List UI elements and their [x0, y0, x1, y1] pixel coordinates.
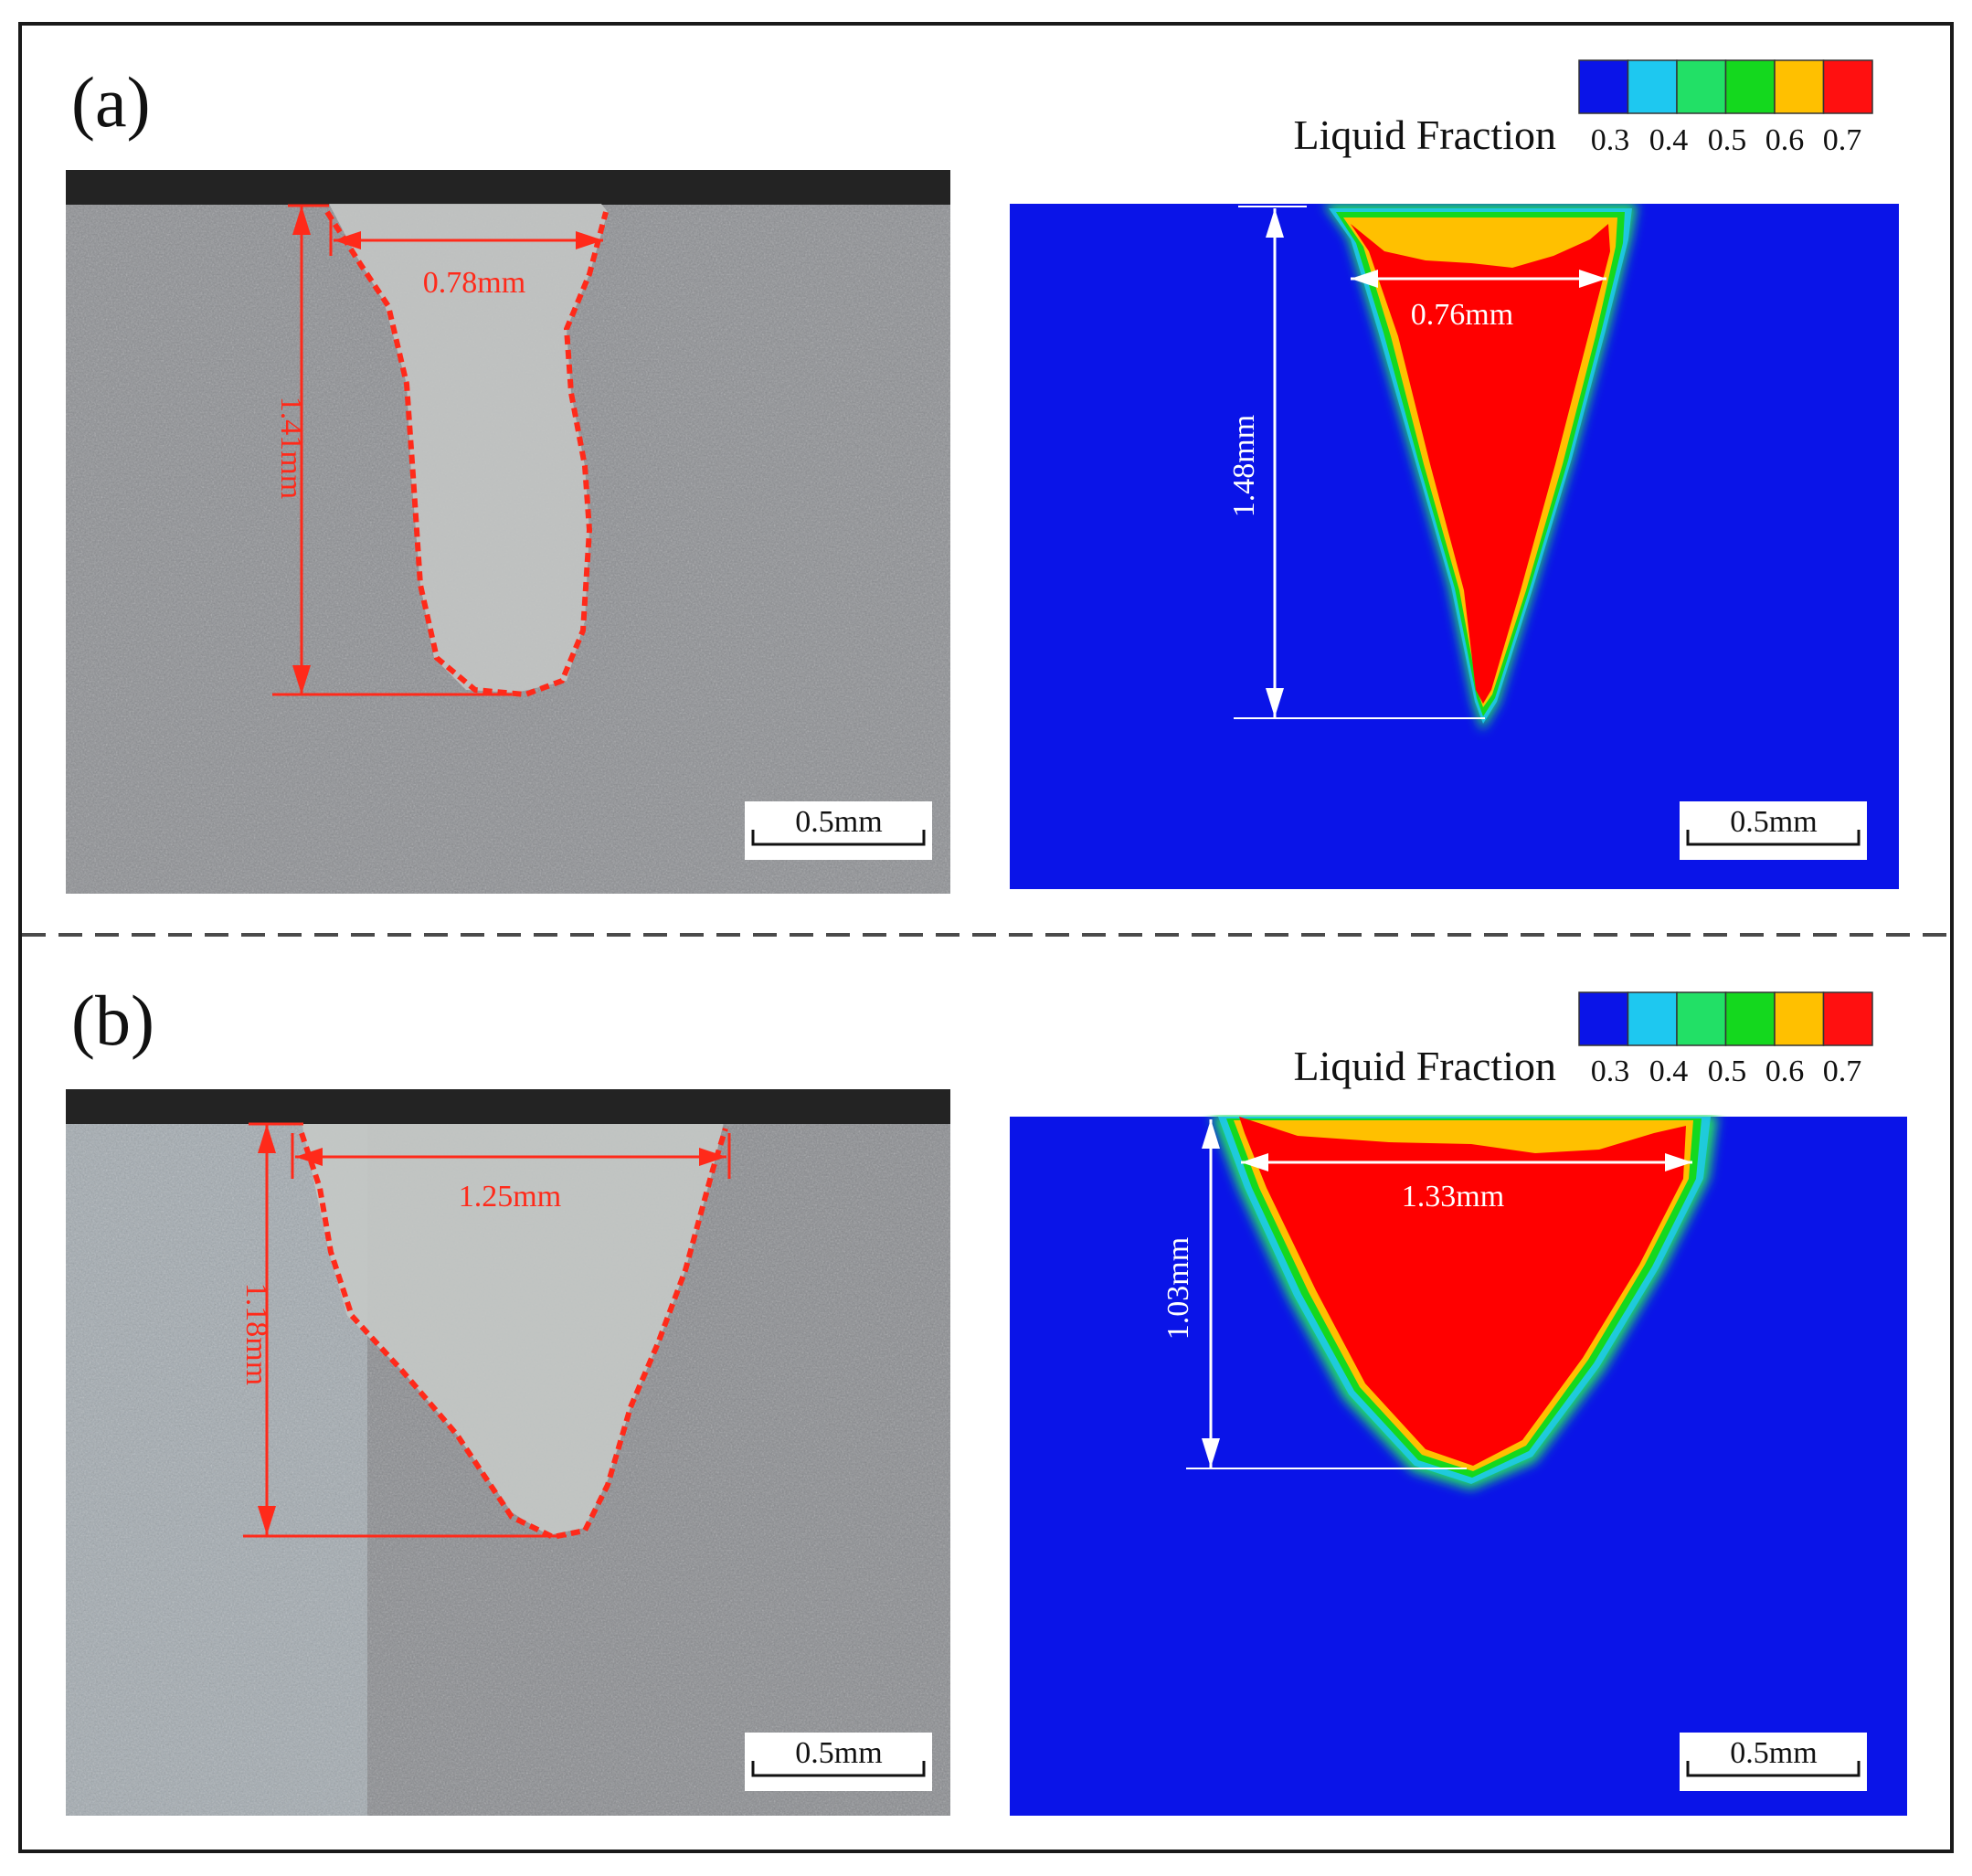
micrograph-b: 1.25mm 1.18mm 0.5mm [66, 1089, 950, 1816]
legend-b: Liquid Fraction 0.3 0.4 0.5 0.6 0.7 [1294, 991, 1873, 1089]
fusion-line-a [324, 210, 609, 698]
width-arrow-left-a [334, 231, 361, 249]
depth-arrow-top-sim-b [1202, 1119, 1220, 1149]
depth-arrow-top-a [292, 206, 311, 235]
panel-label-a: (a) [71, 62, 151, 142]
width-arrow-left-sim-a [1351, 270, 1378, 288]
scale-bar-box-a1 [745, 801, 932, 860]
legend-swatch [1822, 59, 1873, 114]
scale-bar-a1 [751, 830, 926, 846]
depth-arrow-bottom-sim-b [1202, 1438, 1220, 1468]
legend-colorbar-a [1578, 59, 1873, 114]
legend-colorbar-b [1578, 991, 1873, 1046]
legend-swatch [1724, 59, 1776, 114]
legend-swatch [1724, 991, 1776, 1046]
legend-swatch [1774, 59, 1825, 114]
fusion-line-b [299, 1128, 728, 1541]
legend-tick-b-4: 0.7 [1823, 1055, 1862, 1088]
scale-bar-label-b1: 0.5mm [795, 1736, 882, 1770]
width-arrow-right-sim-a [1579, 270, 1606, 288]
depth-label-sim-b: 1.03mm [1161, 1237, 1195, 1340]
legend-swatch [1676, 59, 1727, 114]
depth-label-b: 1.18mm [239, 1283, 273, 1385]
legend-swatch [1578, 59, 1629, 114]
simulation-b-above-surface [1010, 1097, 1907, 1117]
scale-bar-label-a2: 0.5mm [1730, 805, 1817, 839]
legend-tick-b-1: 0.4 [1649, 1055, 1689, 1088]
scale-bar-b1 [751, 1761, 926, 1777]
legend-tick-a-0: 0.3 [1591, 123, 1630, 157]
scale-bar-label-b2: 0.5mm [1730, 1736, 1817, 1770]
melt-pool-b [1239, 1117, 1686, 1466]
melt-pool-a [1351, 224, 1610, 704]
scale-bar-a2 [1686, 830, 1861, 846]
scale-bar-box-a2 [1680, 801, 1867, 860]
width-label-sim-b: 1.33mm [1402, 1180, 1504, 1214]
panel-b: (b) 1.25mm 1.18mm 0.5mm [66, 980, 1907, 1816]
scale-bar-box-b2 [1680, 1733, 1867, 1791]
legend-swatch [1578, 991, 1629, 1046]
simulation-b: 1.33mm 1.03mm 0.5mm Liquid Fraction 0.3 … [1010, 991, 1907, 1816]
legend-swatch [1627, 991, 1678, 1046]
depth-label-sim-a: 1.48mm [1227, 415, 1261, 517]
figure-frame [18, 22, 1954, 1853]
depth-arrow-bottom-b [258, 1506, 276, 1535]
legend-tick-b-3: 0.6 [1765, 1055, 1805, 1088]
depth-arrow-top-sim-a [1266, 208, 1284, 238]
legend-tick-a-3: 0.6 [1765, 123, 1805, 157]
legend-swatch [1822, 991, 1873, 1046]
width-arrow-left-b [295, 1148, 323, 1166]
width-arrow-right-a [576, 231, 603, 249]
depth-arrow-bottom-a [292, 665, 311, 694]
width-label-a: 0.78mm [423, 266, 525, 300]
depth-arrow-top-b [258, 1124, 276, 1153]
weld-bead-a [329, 204, 608, 693]
depth-arrow-bottom-sim-a [1266, 688, 1284, 717]
micrograph-a: 0.78mm 1.41mm 0.5mm [66, 170, 950, 894]
simulation-a-above-surface [1010, 183, 1899, 204]
simulation-a: 0.76mm 1.48mm 0.5mm Liquid Fraction 0.3 … [1010, 59, 1899, 889]
legend-tick-a-2: 0.5 [1708, 123, 1747, 157]
width-arrow-right-b [699, 1148, 726, 1166]
legend-tick-a-1: 0.4 [1649, 123, 1689, 157]
legend-tick-b-2: 0.5 [1708, 1055, 1747, 1088]
weld-bead-b [302, 1124, 724, 1535]
panel-a: (a) 0.78mm 1.41mm 0.5mm [66, 59, 1899, 894]
width-arrow-left-sim-b [1241, 1153, 1268, 1171]
scale-bar-b2 [1686, 1761, 1861, 1777]
legend-swatch [1774, 991, 1825, 1046]
panel-label-b: (b) [71, 980, 154, 1060]
scale-bar-box-b1 [745, 1733, 932, 1791]
legend-a: Liquid Fraction 0.3 0.4 0.5 0.6 0.7 [1294, 59, 1873, 158]
scale-bar-label-a1: 0.5mm [795, 805, 882, 839]
legend-tick-b-0: 0.3 [1591, 1055, 1630, 1088]
width-label-sim-a: 0.76mm [1411, 298, 1513, 332]
depth-label-a: 1.41mm [274, 397, 308, 499]
legend-tick-a-4: 0.7 [1823, 123, 1862, 157]
legend-swatch [1627, 59, 1678, 114]
width-arrow-right-sim-b [1665, 1153, 1692, 1171]
legend-swatch [1676, 991, 1727, 1046]
legend-title-b: Liquid Fraction [1294, 1043, 1556, 1089]
micrograph-b-top-edge [66, 1089, 950, 1124]
legend-title-a: Liquid Fraction [1294, 111, 1556, 158]
width-label-b: 1.25mm [459, 1180, 561, 1214]
micrograph-a-top-edge [66, 170, 950, 205]
